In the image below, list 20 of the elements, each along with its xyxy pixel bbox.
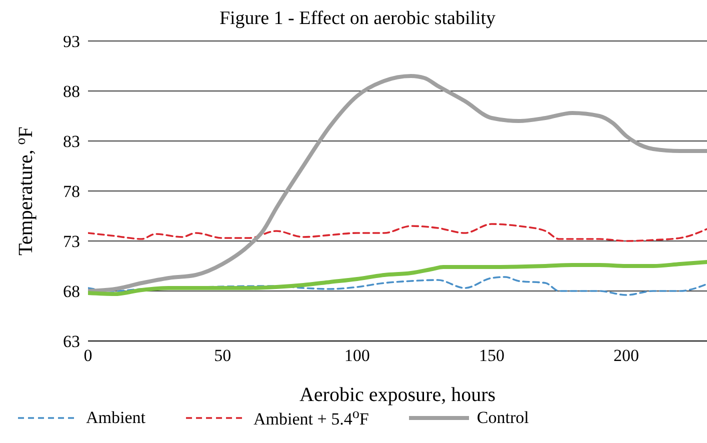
legend-label: Control xyxy=(476,408,529,428)
line-series xyxy=(88,223,707,242)
legend-label: Ambient + 5.4$^{o}$F xyxy=(254,406,369,430)
y-tick-label: 83 xyxy=(63,132,80,152)
y-tick-label: 93 xyxy=(63,32,80,52)
y-tick-label: 63 xyxy=(63,332,80,352)
y-tick-label: 68 xyxy=(63,282,80,302)
y-tick-label: 88 xyxy=(63,82,80,102)
y-tick-label: 78 xyxy=(63,182,80,202)
x-tick-label: 50 xyxy=(214,346,232,366)
legend-label: Ambient xyxy=(86,408,146,428)
x-tick-label: 150 xyxy=(478,346,504,366)
x-axis-title: Aerobic exposure, hours xyxy=(299,384,496,406)
x-tick-label: 0 xyxy=(84,346,92,366)
x-tick-label: 100 xyxy=(344,346,370,366)
chart-title: Figure 1 - Effect on aerobic stability xyxy=(219,8,496,29)
line-series xyxy=(88,260,707,296)
y-tick-label: 73 xyxy=(63,232,80,252)
line-series xyxy=(88,74,707,293)
x-tick-label: 200 xyxy=(614,346,640,366)
